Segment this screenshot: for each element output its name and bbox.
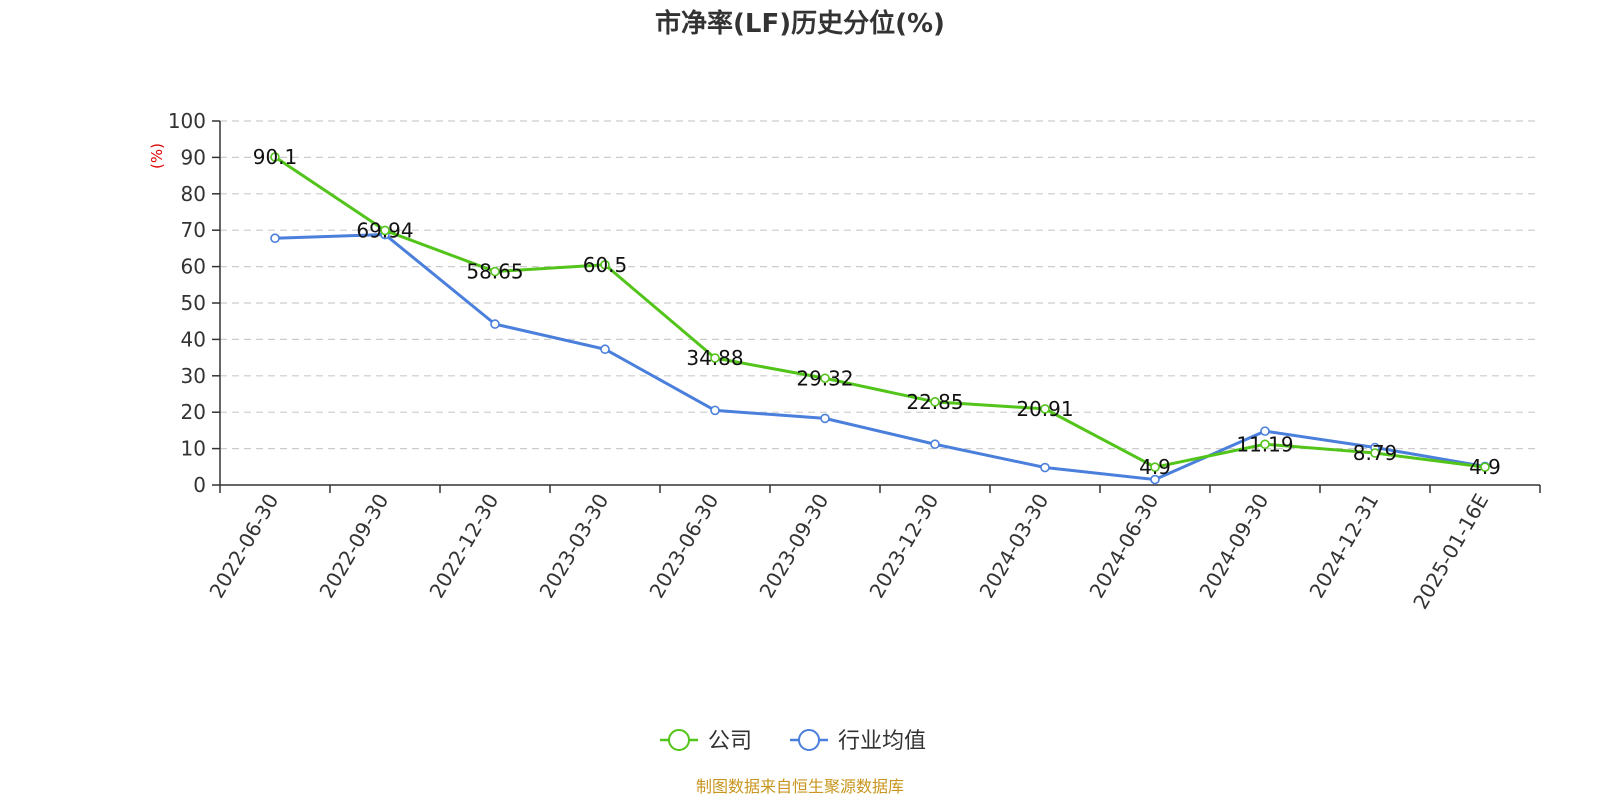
legend-marker-icon — [668, 729, 690, 751]
x-tick-label: 2024-03-30 — [974, 490, 1053, 603]
chart-title: 市净率(LF)历史分位(%) — [655, 8, 945, 39]
data-point-1-9[interactable] — [1260, 426, 1270, 436]
data-label: 22.85 — [906, 390, 963, 414]
x-tick-label: 2024-12-31 — [1304, 490, 1383, 603]
axes: 0 10 20 30 40 50 60 70 80 90 100 2022-06-30 2022-09-… — [168, 109, 1541, 614]
data-point-0-5[interactable] — [820, 373, 830, 384]
x-tick-label: 2022-09-30 — [314, 490, 393, 603]
data-label: 4.9 — [1469, 455, 1501, 479]
y-tick-label: 70 — [181, 218, 206, 242]
data-point-1-8[interactable] — [1150, 474, 1160, 485]
y-tick-label: 60 — [181, 255, 206, 279]
data-point-0-2[interactable] — [490, 266, 500, 277]
x-tick-label: 2023-09-30 — [754, 490, 833, 603]
data-point-0-8[interactable] — [1150, 462, 1160, 472]
data-label: 69.94 — [356, 218, 413, 242]
legend-label: 行业均值 — [838, 729, 926, 754]
data-label: 8.79 — [1353, 441, 1398, 465]
data-point-0-0[interactable] — [270, 152, 280, 162]
data-label: 90.1 — [253, 145, 298, 169]
data-point-1-7[interactable] — [1040, 462, 1050, 473]
x-tick-label: 2025-01-16E — [1408, 490, 1493, 614]
legend[interactable]: 公司 行业均值 — [660, 729, 926, 754]
data-point-0-10[interactable] — [1370, 448, 1380, 458]
x-tick-label: 2024-09-30 — [1194, 490, 1273, 603]
y-tick-label: 90 — [181, 145, 206, 169]
grid-lines — [220, 120, 1540, 450]
data-point-0-11[interactable] — [1480, 462, 1490, 472]
y-tick-label: 10 — [181, 437, 206, 461]
data-point-0-6[interactable] — [930, 397, 940, 407]
data-label: 29.32 — [796, 366, 853, 390]
data-point-0-4[interactable] — [710, 353, 720, 363]
data-point-0-1[interactable] — [380, 225, 390, 236]
x-tick-label: 2024-06-30 — [1084, 490, 1163, 603]
data-point-0-3[interactable] — [600, 259, 610, 270]
legend-label: 公司 — [708, 729, 752, 754]
data-label: 34.88 — [686, 346, 743, 370]
y-tick-label: 20 — [181, 400, 206, 424]
data-point-1-2[interactable] — [490, 319, 500, 329]
data-point-1-4[interactable] — [710, 405, 720, 416]
data-label: 4.9 — [1139, 455, 1171, 479]
series-line-1 — [274, 233, 1486, 482]
y-axis-unit-label: (%) — [148, 143, 166, 169]
data-point-1-5[interactable] — [820, 413, 830, 424]
data-label: 60.5 — [583, 253, 628, 277]
data-point-1-3[interactable] — [600, 344, 610, 355]
series-lines — [270, 152, 1490, 485]
x-tick-label: 2023-06-30 — [644, 490, 723, 603]
data-point-0-7[interactable] — [1040, 404, 1050, 414]
data-label: 58.65 — [466, 260, 523, 284]
x-tick-label: 2022-12-30 — [424, 490, 503, 603]
legend-item-0[interactable]: 公司 — [660, 729, 752, 754]
x-tick-label: 2023-12-30 — [864, 490, 943, 603]
y-tick-label: 80 — [181, 182, 206, 206]
y-tick-label: 30 — [181, 364, 206, 388]
x-tick-label: 2022-06-30 — [204, 490, 283, 603]
data-labels: 90.1 69.94 58.65 60.5 34.88 29.32 22.85 20.91 4.… — [253, 145, 1501, 479]
data-label: 11.19 — [1236, 432, 1293, 456]
data-source-note: 制图数据来自恒生聚源数据库 — [696, 777, 904, 796]
data-point-0-9[interactable] — [1260, 439, 1270, 450]
data-label: 20.91 — [1016, 397, 1073, 421]
data-point-1-6[interactable] — [930, 439, 940, 450]
legend-marker-icon — [798, 729, 820, 751]
y-tick-label: 40 — [181, 327, 206, 351]
series-line-0 — [274, 155, 1486, 469]
legend-item-1[interactable]: 行业均值 — [790, 729, 926, 754]
x-tick-label: 2023-03-30 — [534, 490, 613, 603]
y-tick-label: 50 — [181, 291, 206, 315]
data-point-1-0[interactable] — [270, 233, 280, 244]
y-tick-label: 100 — [168, 109, 206, 133]
y-tick-label: 0 — [193, 473, 206, 497]
